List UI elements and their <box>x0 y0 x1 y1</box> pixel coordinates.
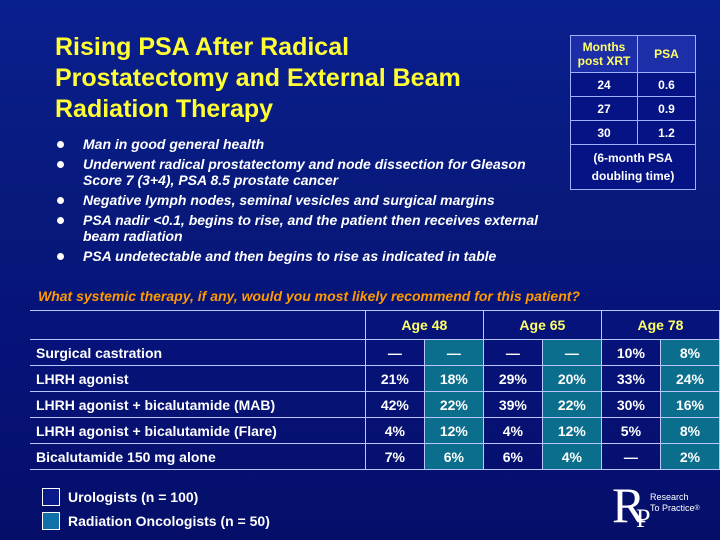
radonc-cell: 8% <box>659 339 720 366</box>
age-group-header: Age 65 <box>482 310 602 340</box>
psa-months-cell: 30 <box>570 120 638 145</box>
urologist-cell: 42% <box>364 391 425 418</box>
survey-header-blank <box>30 310 366 340</box>
radonc-cell: 22% <box>541 391 602 418</box>
bullet-text: PSA undetectable and then begins to rise… <box>83 248 497 264</box>
urologist-cell: 4% <box>364 417 425 444</box>
radonc-cell: 4% <box>541 443 602 470</box>
psa-months-cell: 27 <box>570 96 638 121</box>
urologist-cell: 4% <box>482 417 543 444</box>
radonc-cell: 24% <box>659 365 720 392</box>
psa-note-row: (6-month PSA doubling time) <box>570 144 696 190</box>
title-line-3: Radiation Therapy <box>55 95 274 123</box>
therapy-label: LHRH agonist <box>30 365 366 392</box>
bullet-icon <box>57 197 64 204</box>
radonc-swatch <box>42 512 60 530</box>
therapy-label: LHRH agonist + bicalutamide (MAB) <box>30 391 366 418</box>
urologists-swatch <box>42 488 60 506</box>
psa-header-months: Months post XRT <box>570 35 638 73</box>
psa-row: 30 1.2 <box>570 120 696 145</box>
legend: Urologists (n = 100) Radiation Oncologis… <box>42 486 270 534</box>
research-to-practice-logo: R P Research To Practice® <box>612 480 712 534</box>
title-line-2: Prostatectomy and External Beam <box>55 64 461 92</box>
urologist-cell: 6% <box>482 443 543 470</box>
bullet-text: PSA nadir <0.1, begins to rise, and the … <box>83 212 539 244</box>
age-group-header: Age 48 <box>364 310 484 340</box>
bullet-item: PSA undetectable and then begins to rise… <box>55 248 565 264</box>
bullet-icon <box>57 141 64 148</box>
radonc-cell: 22% <box>423 391 484 418</box>
psa-header-psa: PSA <box>637 35 696 73</box>
slide-title: Rising PSA After Radical Prostatectomy a… <box>55 32 555 125</box>
psa-row: 27 0.9 <box>570 96 696 121</box>
bullet-icon <box>57 253 64 260</box>
urologist-cell: 30% <box>600 391 661 418</box>
psa-header-row: Months post XRT PSA <box>570 35 696 73</box>
psa-row: 24 0.6 <box>570 72 696 97</box>
radonc-cell: — <box>423 339 484 366</box>
logo-line-1: Research <box>650 492 689 502</box>
logo-letter-p: P <box>636 504 651 533</box>
urologist-cell: 33% <box>600 365 661 392</box>
radonc-cell: 2% <box>659 443 720 470</box>
bullet-item: PSA nadir <0.1, begins to rise, and the … <box>55 212 565 244</box>
psa-months-cell: 24 <box>570 72 638 97</box>
bullet-item: Negative lymph nodes, seminal vesicles a… <box>55 192 565 208</box>
bullet-text: Negative lymph nodes, seminal vesicles a… <box>83 192 495 208</box>
legend-label: Radiation Oncologists (n = 50) <box>68 513 270 529</box>
survey-question: What systemic therapy, if any, would you… <box>38 288 580 304</box>
urologist-cell: 5% <box>600 417 661 444</box>
radonc-cell: 18% <box>423 365 484 392</box>
radonc-cell: 12% <box>541 417 602 444</box>
psa-value-cell: 0.6 <box>637 72 696 97</box>
legend-item-radonc: Radiation Oncologists (n = 50) <box>42 510 270 532</box>
psa-value-cell: 1.2 <box>637 120 696 145</box>
urologist-cell: — <box>364 339 425 366</box>
psa-doubling-note: (6-month PSA doubling time) <box>570 144 696 190</box>
urologist-cell: 21% <box>364 365 425 392</box>
survey-row: LHRH agonist + bicalutamide (MAB) 42% 22… <box>30 391 720 418</box>
legend-item-urologists: Urologists (n = 100) <box>42 486 270 508</box>
logo-letter-r: R <box>612 477 646 533</box>
radonc-cell: 8% <box>659 417 720 444</box>
logo-text: Research To Practice® <box>650 492 700 514</box>
radonc-cell: 12% <box>423 417 484 444</box>
psa-value-cell: 0.9 <box>637 96 696 121</box>
radonc-cell: 16% <box>659 391 720 418</box>
legend-label: Urologists (n = 100) <box>68 489 199 505</box>
urologist-cell: 10% <box>600 339 661 366</box>
survey-row: LHRH agonist + bicalutamide (Flare) 4% 1… <box>30 417 720 444</box>
bullet-text: Man in good general health <box>83 136 265 152</box>
urologist-cell: 39% <box>482 391 543 418</box>
psa-table: Months post XRT PSA 24 0.6 27 0.9 30 1.2… <box>570 35 696 190</box>
age-group-header: Age 78 <box>600 310 720 340</box>
radonc-cell: 6% <box>423 443 484 470</box>
bullet-icon <box>57 217 64 224</box>
survey-row: LHRH agonist 21% 18% 29% 20% 33% 24% <box>30 365 720 392</box>
therapy-label: LHRH agonist + bicalutamide (Flare) <box>30 417 366 444</box>
bullet-item: Underwent radical prostatectomy and node… <box>55 156 565 188</box>
title-line-1: Rising PSA After Radical <box>55 33 350 61</box>
urologist-cell: — <box>482 339 543 366</box>
case-bullets: Man in good general health Underwent rad… <box>55 136 565 268</box>
survey-row: Bicalutamide 150 mg alone 7% 6% 6% 4% — … <box>30 443 720 470</box>
urologist-cell: — <box>600 443 661 470</box>
radonc-cell: — <box>541 339 602 366</box>
survey-row: Surgical castration — — — — 10% 8% <box>30 339 720 366</box>
survey-header-row: Age 48 Age 65 Age 78 <box>30 310 720 340</box>
survey-table: Age 48 Age 65 Age 78 Surgical castration… <box>30 310 720 470</box>
bullet-icon <box>57 161 64 168</box>
urologist-cell: 29% <box>482 365 543 392</box>
bullet-text: Underwent radical prostatectomy and node… <box>83 156 526 188</box>
urologist-cell: 7% <box>364 443 425 470</box>
logo-line-2: To Practice® <box>650 503 700 513</box>
therapy-label: Bicalutamide 150 mg alone <box>30 443 366 470</box>
radonc-cell: 20% <box>541 365 602 392</box>
bullet-item: Man in good general health <box>55 136 565 152</box>
therapy-label: Surgical castration <box>30 339 366 366</box>
